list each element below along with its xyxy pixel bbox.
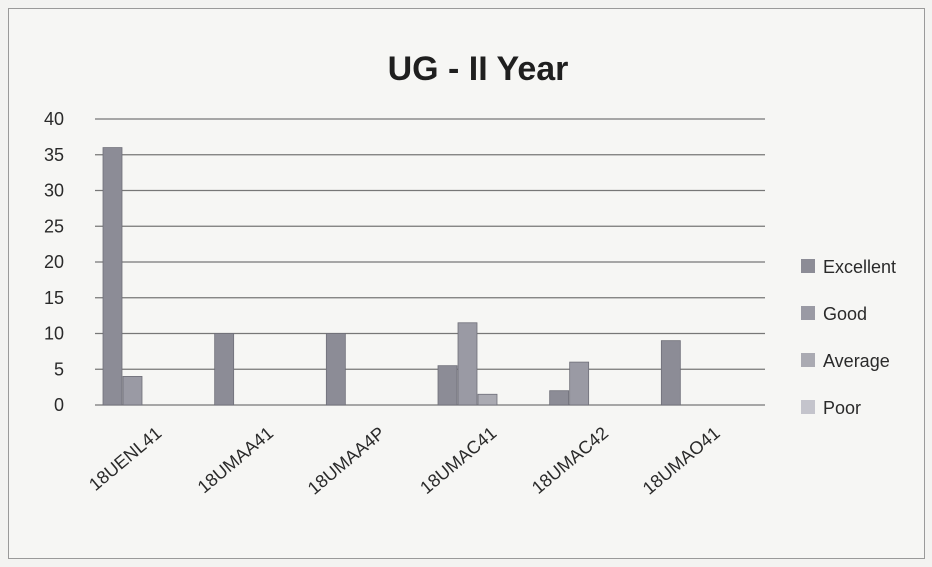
legend-label-poor: Poor (823, 398, 861, 418)
legend-label-good: Good (823, 304, 867, 324)
y-tick-label: 25 (44, 216, 64, 236)
bar-excellent-18umaa4p (325, 333, 346, 406)
bar-excellent-18umaa41 (214, 333, 235, 406)
legend-swatch-average (801, 353, 815, 367)
legend-label-excellent: Excellent (823, 257, 896, 277)
y-tick-label: 0 (54, 395, 64, 415)
x-tick-label: 18UMAC42 (528, 423, 612, 498)
legend-label-average: Average (823, 351, 890, 371)
legend: Excellent Good Average Poor (801, 257, 896, 418)
gridlines (95, 118, 765, 406)
bars (102, 147, 681, 406)
bar-average-18umac41 (477, 393, 498, 406)
x-tick-label: 18UMAA4P (304, 423, 389, 499)
x-tick-label: 18UMAO41 (639, 423, 724, 499)
bar-excellent-18umac41 (437, 365, 458, 406)
bar-good-18umac41 (457, 322, 478, 406)
y-tick-label: 15 (44, 288, 64, 308)
chart-frame (8, 8, 925, 559)
y-tick-label: 20 (44, 252, 64, 272)
x-axis-ticks: 18UENL41 18UMAA41 18UMAA4P 18UMAC41 18UMAC42… (85, 423, 724, 499)
bar-excellent-18uenl41 (102, 147, 123, 406)
y-tick-label: 35 (44, 145, 64, 165)
bar-excellent-18umao41 (660, 340, 681, 406)
legend-swatch-poor (801, 400, 815, 414)
chart-title: UG - II Year (388, 50, 569, 88)
legend-swatch-excellent (801, 259, 815, 273)
bar-excellent-18umac42 (549, 390, 570, 406)
x-tick-label: 18UENL41 (85, 423, 165, 495)
legend-swatch-good (801, 306, 815, 320)
y-tick-label: 10 (44, 324, 64, 344)
bar-good-18uenl41 (122, 375, 143, 406)
y-tick-label: 40 (44, 109, 64, 129)
y-tick-label: 5 (54, 359, 64, 379)
y-tick-label: 30 (44, 181, 64, 201)
x-tick-label: 18UMAA41 (194, 423, 277, 497)
bar-good-18umac42 (569, 361, 590, 406)
x-tick-label: 18UMAC41 (416, 423, 500, 498)
y-axis-ticks: 0 5 10 15 20 25 30 35 40 (44, 109, 64, 415)
